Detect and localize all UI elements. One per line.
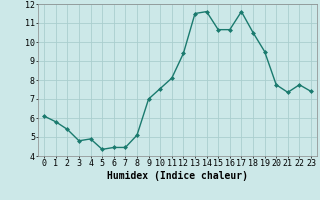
X-axis label: Humidex (Indice chaleur): Humidex (Indice chaleur) (107, 171, 248, 181)
